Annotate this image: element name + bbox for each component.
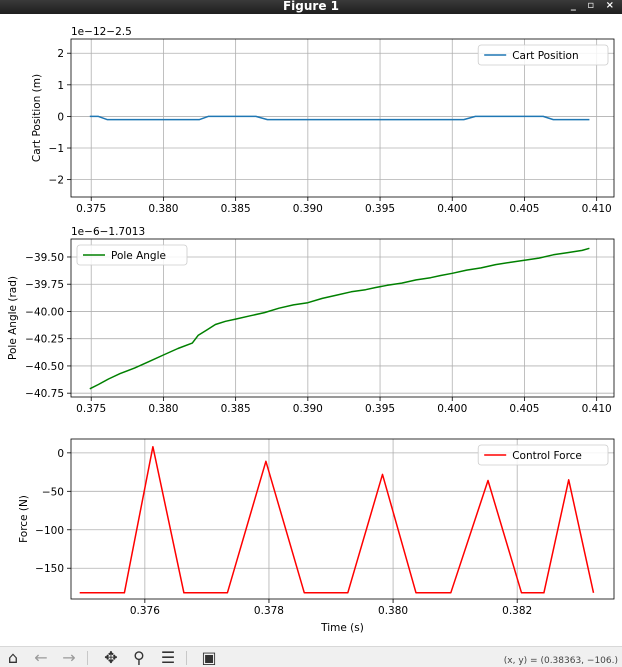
legend: Pole Angle	[76, 244, 188, 266]
toolbar-separator	[186, 651, 187, 665]
series-line-cart-position	[89, 115, 590, 121]
legend-label: Pole Angle	[111, 250, 166, 262]
x-tick-label: 0.400	[437, 203, 467, 215]
zoom-icon[interactable]: ⚲	[133, 648, 145, 667]
subplot-3: 0.376 0.378 0.380 0.382 0 −50 −100 −150 Force (N…	[18, 438, 615, 634]
y-tick-label: −1	[49, 143, 64, 155]
y-tick-label: 2	[57, 48, 64, 60]
back-icon[interactable]: ←	[34, 648, 48, 667]
y-tick-label: −39.75	[25, 279, 64, 291]
window-title: Figure 1	[282, 0, 340, 13]
close-button[interactable]: ×	[605, 0, 618, 11]
y-tick-label: −2	[49, 175, 64, 187]
legend-label: Cart Position	[512, 50, 578, 62]
x-tick-label: 0.390	[293, 203, 323, 215]
x-tick-label: 0.375	[76, 203, 106, 215]
axes-frame	[70, 38, 615, 198]
window-titlebar: Figure 1 _ ▫ ×	[0, 0, 622, 14]
y-tick-label: 0	[57, 448, 64, 460]
figure-canvas[interactable]: 0.375 0.380 0.385 0.390 0.395 0.400 0.405 0.410…	[0, 14, 622, 646]
home-icon[interactable]: ⌂	[7, 648, 19, 667]
forward-icon[interactable]: →	[62, 648, 76, 667]
configure-subplots-icon[interactable]: ☰	[160, 648, 176, 667]
save-icon[interactable]: ▣	[201, 648, 217, 667]
y-tick-label: −150	[35, 563, 64, 575]
axis-offset-text: 1e−6−1.7013	[71, 226, 145, 238]
legend-frame	[76, 244, 188, 266]
navigation-toolbar: ⌂ ← → ✥ ⚲ ☰ ▣ (x, y) = (0.38363, −106.)	[0, 646, 622, 667]
y-tick-label: −39.50	[25, 252, 64, 264]
x-tick-label: 0.385	[221, 203, 251, 215]
x-tick-label: 0.395	[365, 403, 395, 415]
window-controls: _ ▫ ×	[571, 0, 618, 13]
y-tick-label: −50	[42, 486, 64, 498]
minimize-button[interactable]: _	[570, 0, 580, 11]
axes-frame	[70, 238, 615, 398]
x-tick-label: 0.382	[502, 605, 532, 617]
axis-offset-text: 1e−12−2.5	[71, 26, 132, 38]
x-tick-label: 0.375	[76, 403, 106, 415]
x-tick-label: 0.380	[148, 203, 178, 215]
y-tick-label: 0	[57, 111, 64, 123]
y-axis-label: Cart Position (m)	[31, 74, 43, 162]
x-axis-label: Time (s)	[320, 622, 364, 634]
series-line-control-force	[79, 445, 595, 594]
y-tick-label: −40.75	[25, 388, 64, 400]
y-tick-label: −40.50	[25, 361, 64, 373]
x-tick-label: 0.376	[130, 605, 160, 617]
maximize-button[interactable]: ▫	[587, 0, 599, 11]
x-tick-label: 0.385	[221, 403, 251, 415]
y-axis-label: Pole Angle (rad)	[7, 276, 19, 360]
y-tick-label: 1	[57, 80, 64, 92]
x-tick-label: 0.400	[437, 403, 467, 415]
x-tick-label: 0.378	[254, 605, 284, 617]
x-tick-label: 0.380	[378, 605, 408, 617]
x-tick-label: 0.410	[582, 403, 612, 415]
y-tick-label: −40.25	[25, 334, 64, 346]
x-tick-label: 0.390	[293, 403, 323, 415]
legend: Cart Position	[477, 44, 609, 66]
legend: Control Force	[477, 444, 609, 466]
x-tick-label: 0.410	[582, 203, 612, 215]
legend-label: Control Force	[512, 450, 582, 462]
subplot-1: 0.375 0.380 0.385 0.390 0.395 0.400 0.405 0.410…	[31, 26, 615, 215]
y-tick-label: −40.00	[25, 306, 64, 318]
subplot-2: 0.375 0.380 0.385 0.390 0.395 0.400 0.405 0.410…	[7, 226, 615, 415]
x-tick-label: 0.405	[509, 403, 539, 415]
x-tick-label: 0.405	[509, 203, 539, 215]
pan-icon[interactable]: ✥	[104, 648, 118, 667]
y-tick-label: −100	[35, 525, 64, 537]
series-line-pole-angle	[89, 247, 590, 390]
y-axis-label: Force (N)	[18, 495, 30, 543]
axes-frame	[70, 438, 615, 600]
x-tick-label: 0.380	[148, 403, 178, 415]
toolbar-separator	[87, 651, 88, 665]
legend-frame	[477, 444, 609, 466]
cursor-coordinates: (x, y) = (0.38363, −106.)	[503, 656, 618, 666]
x-tick-label: 0.395	[365, 203, 395, 215]
legend-frame	[477, 44, 609, 66]
